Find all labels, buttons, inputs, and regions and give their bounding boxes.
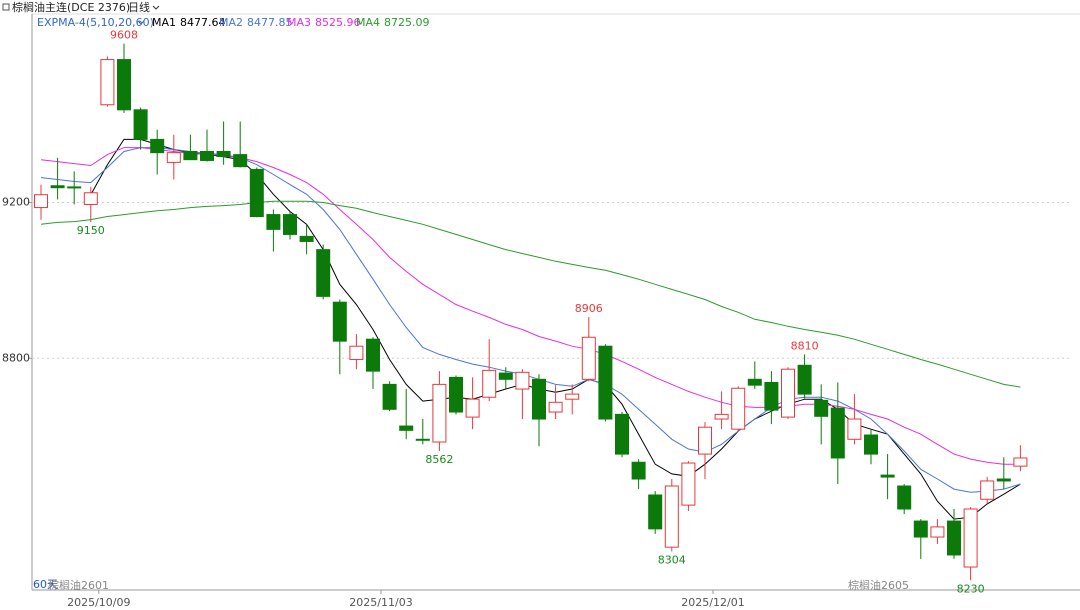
candle-body: [117, 59, 131, 111]
candle-body: [34, 194, 48, 209]
candle-body: [947, 520, 961, 556]
candle-body: [67, 186, 82, 189]
candle-body: [698, 426, 712, 455]
contract-label: 棕榈油2605: [848, 578, 909, 592]
legend-value: 8725.09: [384, 16, 430, 29]
high-label: 9608: [110, 29, 138, 42]
candle-body: [764, 381, 779, 411]
candle-body: [50, 185, 65, 189]
candle-body: [515, 371, 530, 390]
period[interactable]: 日线: [128, 0, 150, 14]
candle-body: [266, 214, 281, 230]
candle-body: [830, 407, 845, 459]
candle-body: [615, 413, 629, 455]
symbol: 棕榈油主连(DCE 2376): [12, 0, 130, 14]
period-caret[interactable]: [152, 5, 160, 10]
candle-body: [648, 494, 663, 530]
candle-body: [532, 378, 546, 420]
candle-body: [864, 434, 878, 455]
candle-body: [233, 154, 248, 168]
candle-body: [930, 526, 945, 538]
candle-body: [166, 152, 181, 163]
candle-body: [681, 462, 696, 506]
candle-body: [349, 345, 364, 360]
legend-name: MA4: [356, 16, 380, 29]
legend-entry: MA1 8477.64: [152, 16, 226, 29]
candle-body: [498, 372, 513, 380]
candle-body: [797, 364, 812, 395]
legend-name: MA3: [287, 16, 311, 29]
candle-body: [980, 480, 995, 500]
high-label: 8906: [575, 302, 603, 315]
candle-body: [382, 383, 397, 410]
candle-body: [200, 150, 214, 161]
candle-body: [664, 485, 679, 548]
candle-body: [814, 399, 829, 417]
candle-body: [731, 387, 746, 430]
contract-label: 棕榈油2601: [48, 578, 109, 592]
low-label: 9150: [77, 224, 105, 237]
candle-body: [449, 376, 463, 413]
candle-body: [1013, 457, 1028, 467]
legend-value: 8525.96: [315, 16, 361, 29]
candle-body: [150, 138, 165, 154]
ma-line: [40, 200, 1021, 388]
candle-body: [581, 336, 596, 380]
x-tick-label: 2025/10/09: [67, 596, 130, 609]
x-tick-label: 2025/12/01: [681, 596, 744, 609]
candle-body: [100, 59, 115, 106]
candle-body: [963, 508, 978, 568]
candle-body: [598, 345, 613, 420]
high-label: 8810: [791, 339, 819, 352]
legend-name: MA2: [219, 16, 243, 29]
candle-body: [913, 520, 928, 538]
legend-name: MA1: [152, 16, 176, 29]
candle-body: [482, 369, 497, 398]
low-label: 8304: [658, 553, 686, 566]
candle-body: [415, 438, 430, 441]
indicator-caret[interactable]: [137, 20, 145, 25]
candle-body: [548, 401, 563, 413]
candle-body: [465, 398, 480, 418]
candle-body: [714, 413, 729, 420]
candle-body: [897, 485, 912, 510]
indicator[interactable]: EXPMA-4(5,10,20,60): [37, 16, 154, 29]
legend-entry: MA2 8477.85: [219, 16, 293, 29]
candle-body: [880, 474, 895, 478]
candle-body: [216, 150, 231, 158]
low-label: 8230: [957, 582, 985, 595]
y-tick-label: 8800: [2, 351, 30, 364]
low-label: 8562: [425, 453, 453, 466]
candle-body: [631, 461, 646, 480]
candle-body: [847, 418, 862, 440]
range-label: 60天: [33, 578, 58, 591]
candle-body: [996, 478, 1011, 482]
candle-body: [399, 425, 414, 431]
legend-value: 8477.85: [247, 16, 293, 29]
candle-body: [133, 109, 148, 140]
candle-body: [781, 368, 795, 418]
candle-body: [565, 393, 580, 400]
candle-body: [366, 338, 380, 372]
x-tick-label: 2025/11/03: [349, 596, 412, 609]
candle-body: [299, 235, 314, 242]
candle-body: [283, 214, 297, 235]
candle-body: [249, 168, 264, 218]
candle-body: [316, 249, 331, 297]
legend-entry: MA4 8725.09: [356, 16, 430, 29]
candle-body: [83, 192, 98, 205]
candle-body: [183, 150, 198, 161]
candle-body: [332, 301, 347, 342]
candle-body: [747, 378, 762, 386]
menu-icon[interactable]: [2, 3, 10, 11]
legend-entry: MA3 8525.96: [287, 16, 361, 29]
candle-body: [432, 383, 447, 443]
y-tick-label: 9200: [2, 196, 30, 209]
legend-value: 8477.64: [180, 16, 226, 29]
